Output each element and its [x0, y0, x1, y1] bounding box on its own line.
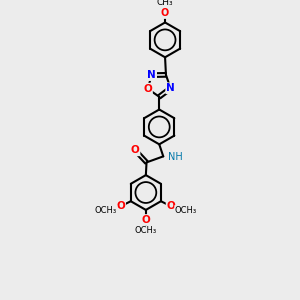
Text: O: O	[116, 201, 125, 211]
Text: N: N	[166, 83, 175, 93]
Text: O: O	[167, 201, 176, 211]
Text: O: O	[161, 8, 169, 18]
Text: OCH₃: OCH₃	[175, 206, 197, 215]
Text: O: O	[131, 145, 140, 155]
Text: O: O	[143, 84, 152, 94]
Text: NH: NH	[168, 152, 183, 162]
Text: N: N	[147, 70, 156, 80]
Text: OCH₃: OCH₃	[94, 206, 117, 215]
Text: OCH₃: OCH₃	[135, 226, 157, 235]
Text: O: O	[142, 215, 150, 225]
Text: CH₃: CH₃	[157, 0, 173, 7]
